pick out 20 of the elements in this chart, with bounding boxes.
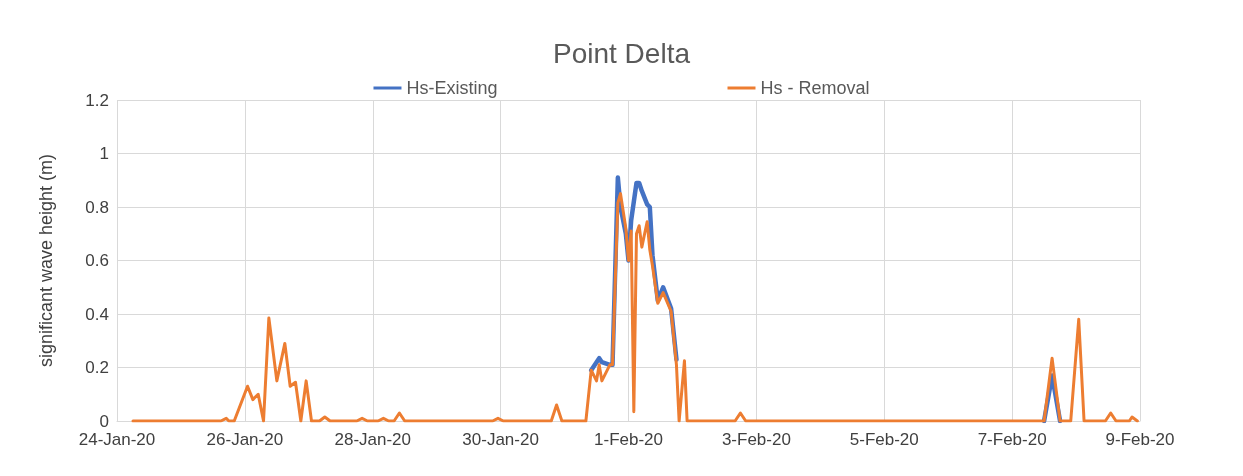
x-tick-label: 5-Feb-20	[849, 430, 919, 449]
x-tick-label: 9-Feb-20	[1105, 430, 1175, 449]
y-tick-label: 1	[99, 144, 109, 163]
y-tick-label: 0.2	[85, 358, 109, 377]
x-tick-label: 7-Feb-20	[977, 430, 1047, 449]
x-tick-label: 24-Jan-20	[78, 430, 156, 449]
x-tick-label: 3-Feb-20	[721, 430, 791, 449]
y-tick-label: 0	[99, 411, 109, 431]
y-tick-label: 0.6	[85, 251, 109, 270]
legend-label: Hs-Existing	[406, 78, 498, 98]
x-tick-label: 1-Feb-20	[594, 430, 663, 449]
chart-title: Point Delta	[553, 37, 691, 69]
legend-label: Hs - Removal	[760, 78, 870, 98]
x-tick-label: 28-Jan-20	[334, 430, 412, 449]
x-tick-label: 26-Jan-20	[206, 430, 284, 449]
y-tick-label: 0.4	[85, 304, 109, 324]
y-axis-title: significant wave height (m)	[36, 153, 56, 368]
y-tick-label: 1.2	[85, 90, 109, 110]
x-tick-label: 30-Jan-20	[462, 430, 539, 449]
y-tick-label: 0.8	[85, 197, 109, 217]
